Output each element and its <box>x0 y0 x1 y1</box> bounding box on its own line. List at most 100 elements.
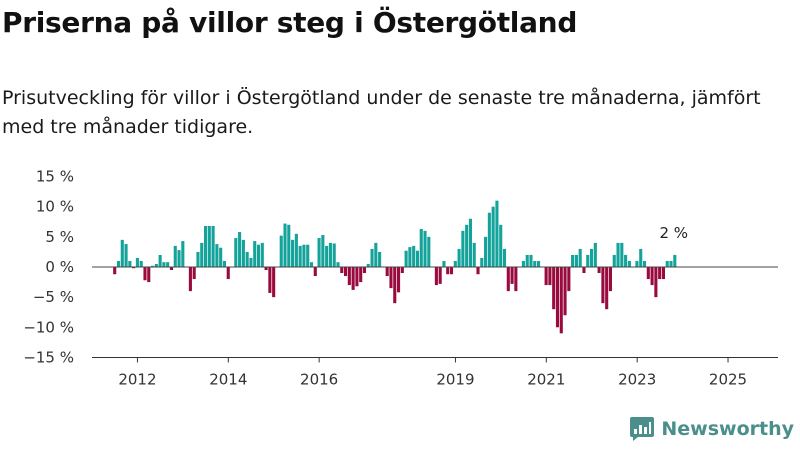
bar <box>207 226 211 267</box>
bar <box>574 254 578 267</box>
bar <box>616 242 620 267</box>
bar <box>256 244 261 267</box>
bar <box>408 247 412 267</box>
bar <box>559 267 563 334</box>
bar <box>294 233 298 267</box>
bar <box>378 251 382 268</box>
bar <box>238 232 242 267</box>
last-value-label: 2 % <box>660 224 689 242</box>
brand-name: Newsworthy <box>661 418 794 440</box>
bar <box>502 248 507 267</box>
bar <box>605 267 609 310</box>
bar <box>510 267 514 284</box>
bar <box>173 245 177 268</box>
bar <box>128 260 132 267</box>
bar <box>438 267 442 284</box>
bar <box>624 254 628 267</box>
bar <box>404 250 408 267</box>
bar <box>612 254 616 267</box>
bar <box>533 260 537 267</box>
bar <box>272 267 276 298</box>
bar <box>453 260 457 267</box>
bar <box>449 267 454 275</box>
bar <box>158 254 162 267</box>
bar <box>306 244 310 267</box>
bar <box>434 267 438 286</box>
bar <box>586 254 590 267</box>
y-tick-label: −5 % <box>33 288 74 306</box>
bar <box>374 242 378 267</box>
bar <box>166 262 170 267</box>
bar <box>627 260 631 267</box>
y-tick-label: −15 % <box>23 348 74 366</box>
bar <box>196 251 200 268</box>
bar <box>169 267 174 271</box>
bar <box>116 260 121 267</box>
bar <box>589 248 594 267</box>
bar <box>192 267 196 280</box>
bar <box>154 263 158 268</box>
bar <box>253 241 257 267</box>
page-title: Priserna på villor steg i Östergötland <box>2 6 578 39</box>
bar <box>370 248 374 267</box>
bar <box>646 267 650 280</box>
bar <box>328 242 332 267</box>
bar <box>487 212 491 267</box>
newsworthy-logo-icon <box>630 417 655 441</box>
bar <box>525 254 529 267</box>
bar <box>642 260 647 267</box>
bar <box>162 262 166 267</box>
bar <box>260 242 264 267</box>
bar <box>120 239 124 268</box>
bar <box>298 245 302 268</box>
bar <box>412 245 416 268</box>
bar <box>415 250 420 267</box>
bar <box>650 267 654 286</box>
bar <box>340 267 344 274</box>
bar <box>113 267 117 275</box>
bar <box>249 257 253 267</box>
bar <box>132 267 136 269</box>
bar <box>219 247 223 267</box>
bar <box>457 248 461 267</box>
bar <box>188 267 192 292</box>
bar <box>200 242 204 267</box>
bar <box>309 262 314 267</box>
brand-logo[interactable]: Newsworthy <box>629 416 794 442</box>
bar <box>548 267 552 286</box>
bar <box>366 263 370 268</box>
bar <box>151 265 155 267</box>
page-subtitle: Prisutveckling för villor i Östergötland… <box>2 87 761 138</box>
bar <box>472 242 476 267</box>
y-tick-label: 15 % <box>36 168 74 186</box>
bar <box>177 250 181 267</box>
x-tick-label: 2021 <box>527 370 565 388</box>
bar <box>673 254 677 267</box>
bar <box>563 267 567 316</box>
bar <box>241 239 245 268</box>
bar <box>355 267 359 287</box>
x-tick-label: 2019 <box>436 370 474 388</box>
bar <box>385 267 389 277</box>
bar <box>665 260 669 267</box>
y-tick-label: −10 % <box>23 318 74 336</box>
bar <box>313 267 317 277</box>
bar <box>480 257 484 267</box>
bar <box>143 267 147 281</box>
bar <box>427 236 431 267</box>
bar <box>506 267 510 292</box>
bar <box>393 267 397 304</box>
bar <box>495 200 499 267</box>
bar <box>359 267 363 283</box>
y-axis: 15 % 10 % 5 % 0 % −5 % −10 % −15 % <box>23 168 74 367</box>
bar <box>423 230 427 267</box>
x-tick-label: 2023 <box>618 370 656 388</box>
bar <box>336 262 340 267</box>
bar <box>465 224 469 267</box>
x-tick-label: 2012 <box>118 370 156 388</box>
bar <box>476 267 480 275</box>
bar <box>661 267 665 280</box>
bar <box>347 267 351 286</box>
bar <box>442 260 446 267</box>
bar <box>635 260 639 267</box>
